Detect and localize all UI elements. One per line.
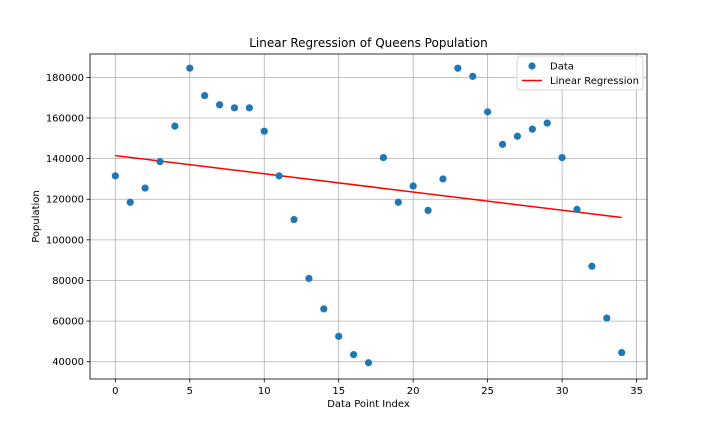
data-point	[320, 305, 328, 313]
y-tick-label: 160000	[46, 113, 84, 124]
data-point	[513, 132, 522, 140]
data-point	[186, 64, 194, 72]
x-tick-label: 20	[407, 386, 420, 397]
y-tick-label: 80000	[52, 276, 84, 287]
legend-data-label: Data	[550, 62, 574, 73]
y-tick-label: 180000	[46, 73, 84, 84]
data-point	[394, 198, 402, 206]
x-tick-label: 10	[258, 386, 271, 397]
legend-regression-label: Linear Regression	[550, 76, 639, 87]
data-point	[245, 104, 253, 112]
data-point	[498, 140, 507, 148]
data-point	[364, 359, 373, 367]
x-tick-label: 35	[630, 386, 643, 397]
x-tick-label: 15	[332, 386, 345, 397]
data-point	[201, 92, 209, 100]
data-point	[111, 172, 119, 180]
data-point	[350, 351, 358, 359]
data-points	[111, 64, 626, 367]
data-point	[171, 122, 179, 130]
x-tick-label: 25	[481, 386, 494, 397]
grid	[90, 54, 647, 379]
y-tick-label: 100000	[46, 235, 84, 246]
data-point	[126, 198, 134, 206]
data-point	[618, 348, 626, 357]
data-point	[439, 175, 447, 183]
y-tick-label: 60000	[52, 317, 84, 328]
data-point	[290, 215, 298, 224]
data-point	[558, 153, 566, 162]
data-point	[215, 101, 224, 109]
regression-line-layer	[115, 154, 622, 219]
x-axis-label: Data Point Index	[327, 399, 410, 410]
legend-data-marker	[528, 62, 536, 70]
data-point	[141, 184, 149, 192]
legend: Data Linear Regression	[516, 55, 644, 91]
data-point	[454, 64, 462, 72]
data-point	[156, 158, 164, 166]
x-tick-label: 30	[556, 386, 569, 397]
data-point	[335, 332, 343, 340]
data-point	[573, 205, 581, 213]
data-point	[230, 104, 239, 112]
regression-line	[115, 154, 622, 219]
data-point	[484, 108, 492, 116]
y-axis-label: Population	[31, 190, 42, 243]
data-point	[588, 262, 596, 270]
x-tick-label: 0	[112, 386, 118, 397]
data-point	[528, 125, 536, 133]
data-point	[275, 172, 283, 180]
data-point	[379, 153, 387, 162]
data-point	[543, 119, 551, 127]
x-tick-label: 5	[187, 386, 193, 397]
chart-title: Linear Regression of Queens Population	[249, 36, 487, 50]
data-point	[305, 274, 313, 283]
data-point	[424, 206, 432, 215]
plot-area-frame	[89, 53, 648, 380]
y-tick-label: 140000	[46, 154, 84, 165]
data-point	[409, 182, 417, 190]
y-axis-ticks: 40000 60000 80000 100000 120000 140000 160000 1…	[46, 73, 90, 368]
data-point	[603, 314, 611, 322]
legend-box	[516, 55, 644, 91]
data-point	[260, 127, 268, 135]
data-point	[469, 72, 477, 80]
x-axis-ticks: 0 5 10 15 20 25 30 35	[112, 379, 643, 397]
y-tick-label: 120000	[46, 195, 84, 206]
y-tick-label: 40000	[52, 357, 84, 368]
